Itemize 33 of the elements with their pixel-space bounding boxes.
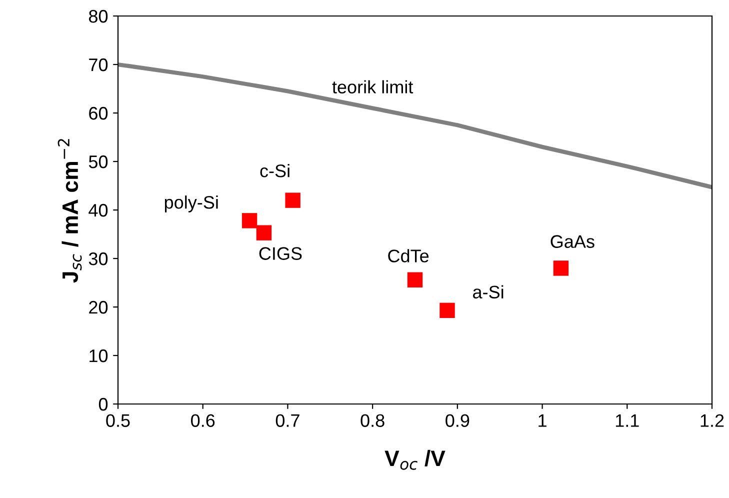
- annotation: teorik limit: [332, 80, 414, 94]
- y-axis-title: J$_{sc}$ / mA cm$^{−2}$: [58, 139, 82, 283]
- y-tick-label: 40: [88, 204, 108, 217]
- y-tick-label: 30: [88, 252, 108, 266]
- annotation: c-Si: [260, 164, 290, 178]
- y-tick-label: 70: [89, 58, 108, 72]
- annotation: a-Si: [473, 285, 504, 298]
- annotation: CIGS: [259, 247, 302, 260]
- x-tick-label: 0.8: [360, 414, 384, 427]
- line-series: [118, 62, 712, 190]
- x-tick-label: 0.7: [276, 414, 300, 427]
- y-tick-label: 50: [88, 155, 108, 168]
- x-tick-label: 0.6: [191, 414, 215, 427]
- point: [553, 260, 569, 276]
- y-tick-label: 0: [98, 398, 108, 411]
- x-axis-title: V$_{oc}$ /V: [384, 450, 446, 470]
- x-tick-label: 1: [538, 414, 546, 427]
- x-tick-label: 1.2: [700, 414, 724, 427]
- point: [440, 302, 455, 318]
- y-tick-label: 60: [89, 106, 108, 120]
- point: [242, 213, 258, 228]
- point: [407, 272, 423, 288]
- annotation: poly-Si: [164, 196, 218, 212]
- y-tick-label: 10: [90, 349, 108, 362]
- annotation: CdTe: [388, 249, 429, 262]
- point: [256, 225, 272, 240]
- x-tick-label: 0.9: [446, 414, 470, 427]
- x-tick-label: 0.5: [106, 414, 130, 427]
- point: [285, 192, 300, 208]
- annotation: GaAs: [550, 235, 594, 248]
- y-tick-label: 20: [89, 300, 108, 314]
- y-tick-label: 80: [88, 10, 108, 23]
- x-tick-label: 1.1: [616, 414, 639, 427]
